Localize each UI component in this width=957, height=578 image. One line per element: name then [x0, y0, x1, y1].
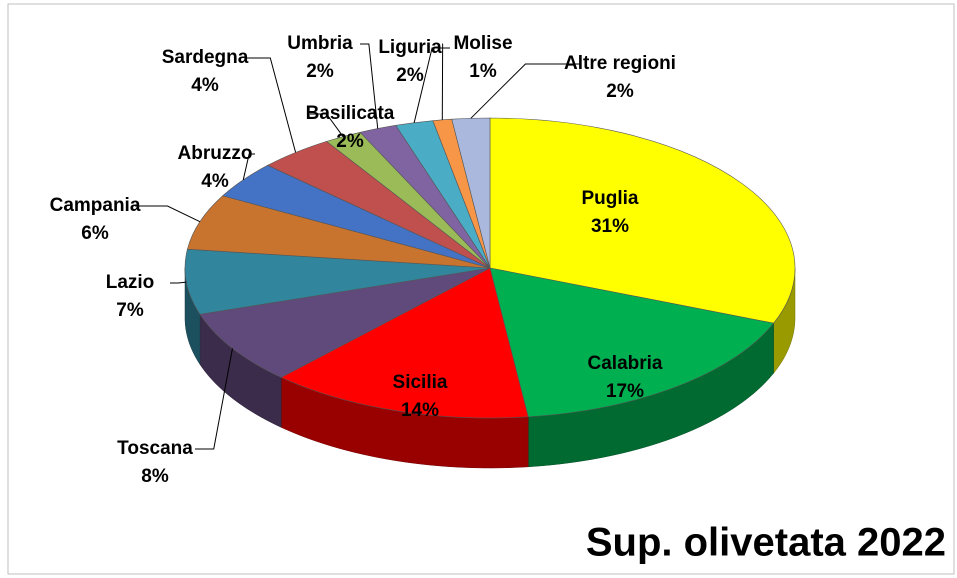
value-label: 8%	[141, 466, 169, 487]
leader-line	[135, 205, 201, 223]
slice-label: Lazio	[106, 272, 155, 293]
slice	[489, 117, 796, 324]
leader-line	[170, 281, 187, 284]
slice-label: Sicilia	[393, 372, 448, 393]
slice-label: Abruzzo	[178, 143, 253, 164]
value-label: 4%	[201, 171, 229, 192]
slice-label: Puglia	[581, 188, 638, 209]
slice-label: Basilicata	[306, 103, 395, 124]
slice	[199, 267, 491, 378]
value-label: 1%	[469, 61, 497, 82]
slice-label: Campania	[50, 195, 141, 216]
value-label: 7%	[116, 300, 144, 321]
slice	[489, 267, 775, 418]
value-label: 14%	[401, 400, 439, 421]
slice	[280, 267, 529, 419]
slice-label: Molise	[453, 33, 512, 54]
leader-line	[441, 43, 444, 120]
value-label: 31%	[591, 216, 629, 237]
slice-label: Umbria	[287, 33, 353, 54]
chart-title: Sup. olivetata 2022	[586, 521, 946, 565]
leader-line	[242, 153, 255, 180]
value-label: 2%	[396, 65, 424, 86]
slice	[451, 117, 491, 269]
slice-label: Calabria	[588, 353, 663, 374]
value-label: 2%	[606, 81, 634, 102]
value-label: 17%	[606, 381, 644, 402]
leader-line	[470, 63, 580, 119]
value-label: 2%	[306, 61, 334, 82]
chart-frame	[7, 3, 955, 575]
value-label: 4%	[191, 75, 219, 96]
slice-label: Liguria	[378, 37, 442, 58]
slice-label: Sardegna	[162, 47, 249, 68]
leader-line	[195, 348, 233, 450]
value-label: 2%	[336, 131, 364, 152]
leader-line	[310, 113, 344, 137]
value-label: 6%	[81, 223, 109, 244]
leader-line	[245, 57, 297, 153]
slice-label: Toscana	[117, 438, 193, 459]
slice-label: Altre regioni	[564, 53, 676, 74]
leader-line	[413, 47, 450, 123]
leader-line	[360, 43, 379, 129]
